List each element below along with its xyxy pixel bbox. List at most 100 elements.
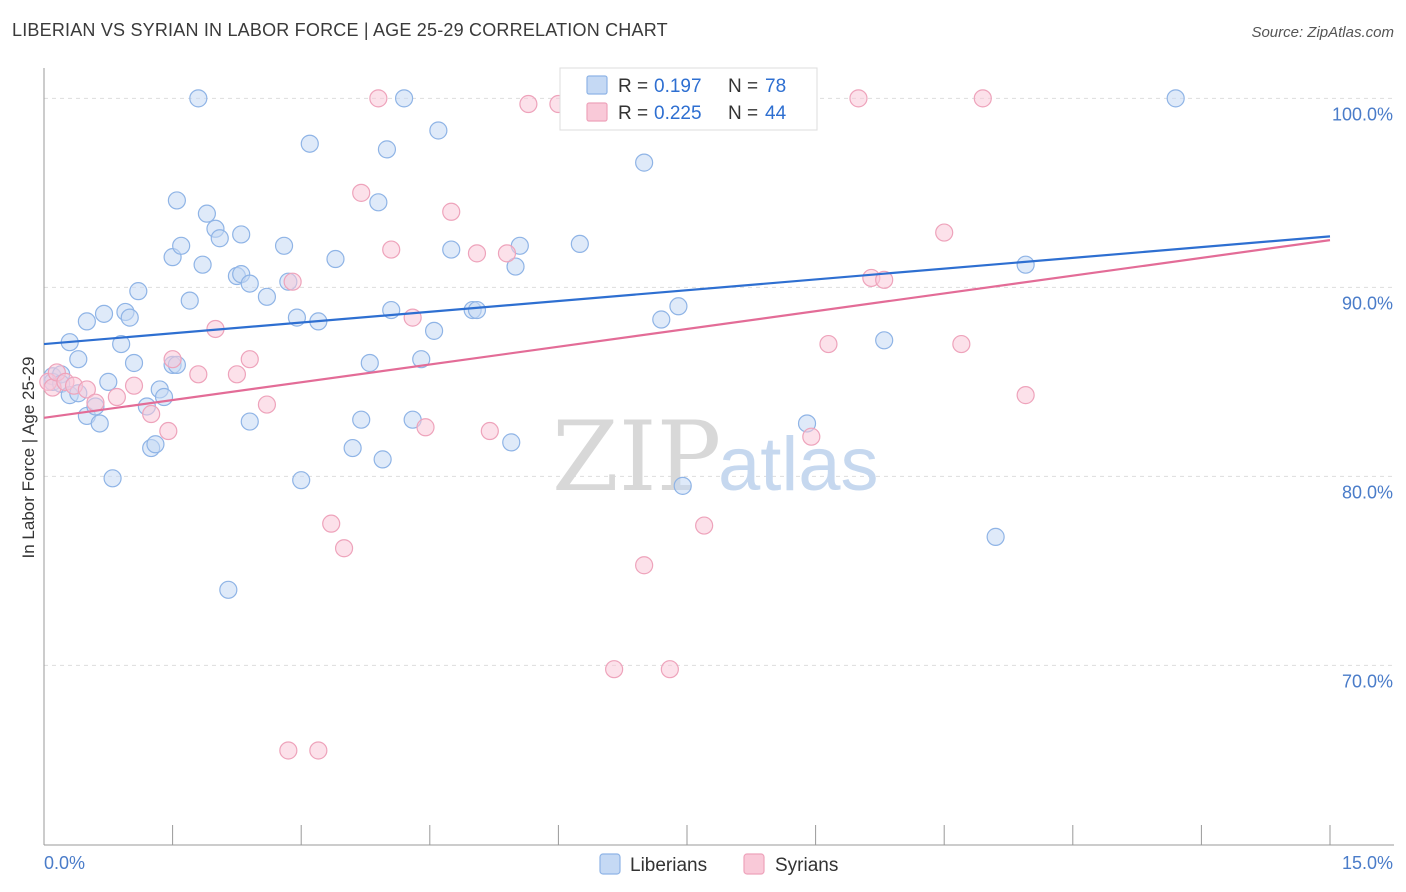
liberians-point: [240, 274, 259, 293]
liberians-point: [326, 249, 345, 269]
liberians-point: [129, 282, 148, 301]
liberians-point: [69, 350, 88, 369]
liberians-point: [193, 255, 212, 274]
liberians-point: [986, 527, 1005, 546]
source-label: Source: ZipAtlas.com: [1251, 24, 1394, 41]
liberians-point: [424, 321, 444, 340]
syrians-swatch-top: [586, 102, 608, 122]
syrians-point: [973, 89, 992, 108]
liberians-point: [669, 297, 688, 316]
syrians-point: [309, 741, 328, 760]
liberians-point: [180, 291, 199, 310]
syrians-point: [352, 183, 371, 202]
trend-lines: [43, 235, 1331, 419]
syrians-point: [163, 350, 182, 369]
liberians-point: [673, 476, 692, 495]
syrians-point: [605, 660, 624, 679]
liberians-point: [502, 433, 521, 452]
liberians-point: [373, 450, 392, 469]
liberians-point: [429, 121, 448, 140]
y-tick-label: 80.0%: [1342, 482, 1393, 502]
syrians-point: [257, 395, 277, 414]
liberians-point: [442, 240, 461, 259]
liberians-legend-swatch: [599, 853, 621, 875]
syrians-point: [382, 240, 401, 259]
syrians-point: [819, 334, 838, 354]
syrians-point: [369, 89, 388, 108]
syrians-r-label: R =: [618, 103, 648, 124]
liberians-point: [210, 229, 229, 248]
liberians-point: [77, 312, 96, 331]
liberians-point: [467, 300, 487, 320]
liberians-point: [167, 191, 186, 210]
stats-legend: R = 0.197 N = 78 R = 0.225 N = 44: [559, 67, 818, 131]
syrians-point: [849, 89, 868, 108]
watermark-zip: ZIP: [552, 401, 721, 513]
liberians-point: [343, 438, 362, 458]
liberians-point: [292, 471, 311, 490]
liberians-point: [172, 236, 191, 255]
liberians-point: [506, 257, 525, 276]
liberians-point: [300, 134, 319, 153]
chart-title: LIBERIAN VS SYRIAN IN LABOR FORCE | AGE …: [12, 20, 668, 40]
syrians-point: [480, 421, 499, 441]
syrians-point: [952, 334, 971, 354]
liberians-point: [394, 89, 414, 108]
liberians-point: [652, 310, 671, 329]
liberians-point: [112, 334, 131, 354]
liberians-point: [570, 234, 589, 254]
liberians-point: [257, 287, 277, 306]
liberians-point: [352, 410, 371, 429]
syrians-n-value: 44: [765, 103, 787, 124]
liberians-point: [635, 153, 654, 172]
liberians-point: [103, 469, 122, 488]
liberians-r-value: 0.197: [654, 76, 702, 97]
grid-lines: [44, 97, 1394, 666]
syrians-point: [416, 418, 435, 437]
liberians-r-label: R =: [618, 76, 648, 97]
syrians-point: [322, 514, 341, 533]
liberians-point: [90, 414, 109, 433]
syrians-point: [802, 427, 821, 446]
axis-labels: 70.0% 80.0% 90.0% 100.0% 0.0% 15.0% In Labor F…: [19, 104, 1393, 873]
liberians-point: [360, 353, 379, 373]
syrians-point: [107, 387, 126, 407]
syrians-point: [1016, 386, 1035, 405]
liberians-point: [99, 372, 118, 391]
y-tick-label: 100.0%: [1332, 104, 1393, 124]
syrians-point: [875, 270, 894, 289]
liberians-point: [412, 350, 431, 369]
liberians-n-label: N =: [728, 76, 758, 97]
liberians-point: [1016, 255, 1035, 274]
syrians-point: [467, 244, 487, 263]
syrians-point: [142, 404, 161, 424]
syrians-point: [159, 421, 178, 441]
syrians-legend-swatch: [743, 853, 765, 875]
series-legend: Liberians Syrians: [599, 853, 838, 876]
syrians-point: [86, 393, 105, 412]
syrians-point: [660, 660, 679, 679]
syrians-point: [227, 365, 246, 384]
liberians-point: [369, 193, 388, 212]
syrians-point: [442, 202, 461, 221]
syrians-point: [695, 516, 714, 535]
syrians-point: [283, 272, 302, 291]
syrians-point: [519, 94, 538, 114]
liberians-point: [377, 140, 397, 159]
syrians-point: [279, 741, 298, 760]
liberians-n-value: 78: [765, 76, 786, 97]
liberians-swatch-top: [586, 75, 608, 95]
syrians-point: [240, 350, 259, 369]
data-points: [39, 89, 1185, 760]
syrians-n-label: N =: [728, 103, 758, 124]
liberians-point: [219, 580, 238, 599]
liberians-point: [232, 225, 251, 244]
liberians-point: [875, 331, 894, 350]
watermark: ZIP atlas: [552, 401, 879, 513]
y-tick-label: 90.0%: [1342, 293, 1393, 313]
liberians-point: [124, 353, 144, 373]
liberians-point: [197, 204, 216, 223]
liberians-legend-label: Liberians: [630, 855, 707, 876]
liberians-point: [240, 412, 259, 431]
